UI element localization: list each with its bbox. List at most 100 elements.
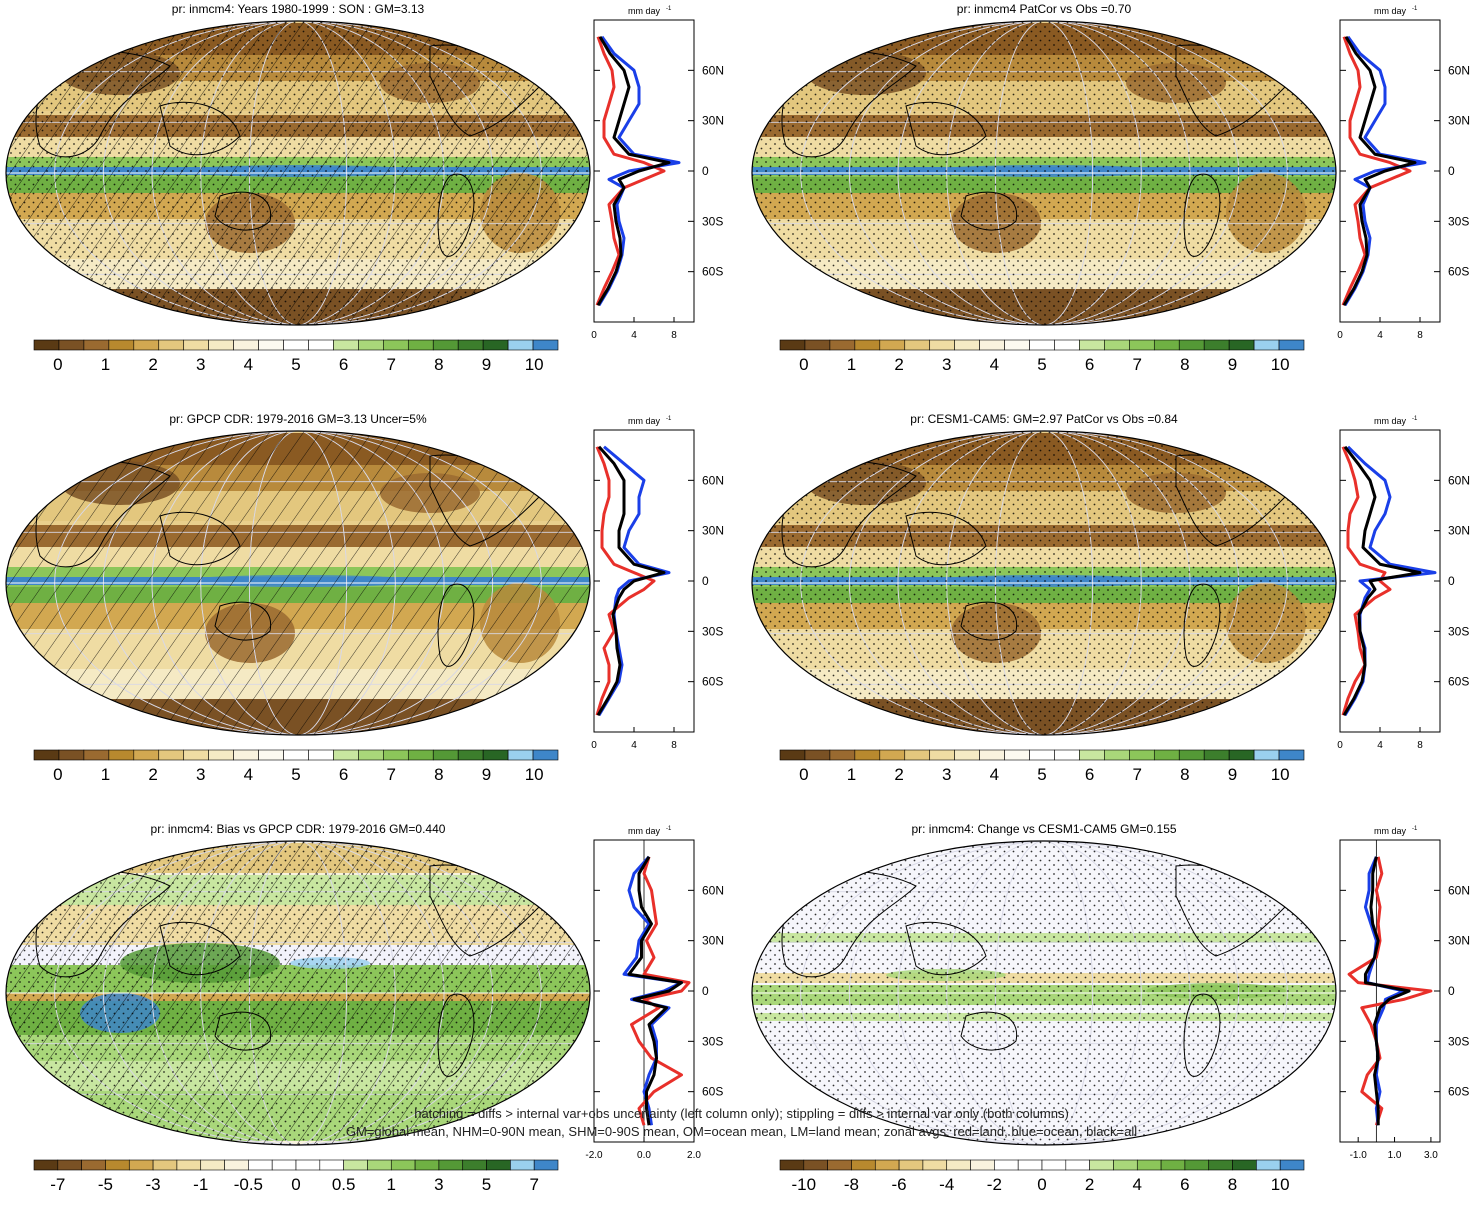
colorbar-swatch bbox=[133, 749, 160, 761]
zonal-mean-plot: mm day -1 60N 30N 0 30S 60S 0 4 8 bbox=[1337, 416, 1470, 751]
colorbar-swatch bbox=[233, 339, 259, 351]
colorbar-swatch bbox=[854, 749, 881, 761]
colorbar-swatch bbox=[804, 339, 831, 351]
zonal-x-tick-label: 4 bbox=[631, 330, 637, 341]
colorbar-swatch bbox=[258, 339, 284, 351]
zonal-x-tick-label: 0 bbox=[591, 330, 597, 341]
colorbar-label: 6 bbox=[339, 765, 348, 784]
lat-tick-label: 60S bbox=[702, 265, 723, 279]
zonal-mean-plot: mm day -1 60N 30N 0 30S 60S 0 4 8 bbox=[1337, 6, 1470, 341]
colorbar-swatch bbox=[779, 749, 806, 761]
colorbar-swatch bbox=[486, 1159, 511, 1171]
colorbar-label: 0 bbox=[53, 765, 62, 784]
colorbar-swatch bbox=[1278, 749, 1305, 761]
colorbar-swatch bbox=[333, 749, 359, 761]
colorbar-swatch bbox=[1004, 749, 1030, 761]
colorbar-swatch bbox=[482, 339, 509, 351]
colorbar-swatch bbox=[224, 1159, 249, 1171]
colorbar-label: 0 bbox=[799, 765, 808, 784]
colorbar-swatch bbox=[1079, 749, 1105, 761]
colorbar-swatch bbox=[1256, 1159, 1281, 1171]
lat-tick-label: 60S bbox=[1448, 265, 1469, 279]
colorbar-label: 6 bbox=[1085, 765, 1094, 784]
colorbar: 0 1 2 3 4 5 6 7 8 9 10 bbox=[33, 339, 559, 374]
zonal-mean-plot: mm day -1 60N 30N 0 30S 60S -2.0 0.0 2.0 bbox=[585, 826, 724, 1161]
colorbar-swatch bbox=[1041, 1159, 1067, 1171]
colorbar-swatch bbox=[414, 1159, 440, 1171]
colorbar-label: 4 bbox=[1133, 1175, 1142, 1194]
colorbar-swatch bbox=[158, 749, 185, 761]
colorbar-swatch bbox=[152, 1159, 178, 1171]
colorbar-swatch bbox=[57, 1159, 82, 1171]
colorbar-swatch bbox=[258, 749, 284, 761]
colorbar-swatch bbox=[1004, 339, 1030, 351]
lat-tick-label: 60N bbox=[702, 473, 724, 487]
colorbar-swatch bbox=[954, 749, 980, 761]
zonal-x-tick-label: 2.0 bbox=[687, 1150, 701, 1161]
colorbar-swatch bbox=[233, 749, 259, 761]
colorbar: 0 1 2 3 4 5 6 7 8 9 10 bbox=[779, 339, 1305, 374]
colorbar-swatch bbox=[1178, 749, 1205, 761]
colorbar-swatch bbox=[1232, 1159, 1257, 1171]
colorbar-label: 10 bbox=[1271, 1175, 1290, 1194]
colorbar-label: 1 bbox=[101, 355, 110, 374]
panel-4: pr: CESM1-CAM5: GM=2.97 PatCor vs Obs =0… bbox=[746, 410, 1483, 810]
colorbar-swatch bbox=[208, 749, 234, 761]
colorbar-label: 10 bbox=[1271, 765, 1290, 784]
zonal-series-all bbox=[1363, 856, 1411, 1126]
colorbar-swatch bbox=[1253, 339, 1280, 351]
colorbar-swatch bbox=[1104, 749, 1130, 761]
zonal-series-all bbox=[627, 856, 683, 1126]
colorbar: 0 1 2 3 4 5 6 7 8 9 10 bbox=[779, 749, 1305, 784]
colorbar-swatch bbox=[295, 1159, 321, 1171]
colorbar-swatch bbox=[904, 339, 931, 351]
colorbar-swatch bbox=[407, 339, 434, 351]
colorbar-swatch bbox=[1129, 749, 1155, 761]
colorbar-swatch bbox=[1228, 749, 1255, 761]
colorbar-swatch bbox=[432, 749, 459, 761]
colorbar-swatch bbox=[970, 1159, 995, 1171]
zonal-x-tick-label: 8 bbox=[671, 330, 677, 341]
map-title: pr: inmcm4: Change vs CESM1-CAM5 GM=0.15… bbox=[911, 822, 1177, 836]
world-map bbox=[751, 20, 1337, 326]
colorbar-swatch bbox=[208, 339, 234, 351]
colorbar-swatch bbox=[979, 339, 1005, 351]
colorbar-swatch bbox=[457, 749, 484, 761]
colorbar-swatch bbox=[183, 339, 209, 351]
colorbar-label: 2 bbox=[148, 355, 157, 374]
lat-tick-label: 30S bbox=[1448, 1034, 1469, 1048]
lat-tick-label: 30S bbox=[702, 624, 723, 638]
colorbar-label: 6 bbox=[339, 355, 348, 374]
colorbar-swatch bbox=[904, 749, 931, 761]
colorbar-swatch bbox=[271, 1159, 297, 1171]
colorbar-swatch bbox=[1253, 749, 1280, 761]
zonal-series-land bbox=[1347, 856, 1433, 1126]
colorbar-swatch bbox=[83, 749, 110, 761]
colorbar-swatch bbox=[533, 1159, 559, 1171]
colorbar-swatch bbox=[407, 749, 434, 761]
colorbar-swatch bbox=[954, 339, 980, 351]
colorbar-label: 9 bbox=[1228, 355, 1237, 374]
colorbar-swatch bbox=[1065, 1159, 1090, 1171]
colorbar-swatch bbox=[979, 749, 1005, 761]
colorbar-swatch bbox=[879, 749, 906, 761]
colorbar-swatch bbox=[1153, 339, 1180, 351]
world-map bbox=[5, 430, 591, 736]
zonal-x-tick-label: 3.0 bbox=[1424, 1150, 1438, 1161]
colorbar-label: 5 bbox=[291, 765, 300, 784]
colorbar-swatch bbox=[1184, 1159, 1210, 1171]
lat-tick-label: 30S bbox=[1448, 214, 1469, 228]
lat-tick-label: 60N bbox=[1448, 473, 1470, 487]
zonal-series-land bbox=[630, 856, 691, 1126]
zonal-series-all bbox=[1342, 36, 1417, 306]
zonal-x-tick-label: 8 bbox=[1417, 330, 1423, 341]
colorbar-label: 1 bbox=[847, 355, 856, 374]
colorbar-swatch bbox=[829, 339, 856, 351]
colorbar-label: 9 bbox=[482, 765, 491, 784]
colorbar-swatch bbox=[1029, 749, 1055, 761]
colorbar-swatch bbox=[432, 339, 459, 351]
colorbar-swatch bbox=[829, 749, 856, 761]
colorbar-label: 7 bbox=[387, 765, 396, 784]
lat-tick-label: 0 bbox=[1448, 574, 1455, 588]
colorbar-swatch bbox=[874, 1159, 900, 1171]
